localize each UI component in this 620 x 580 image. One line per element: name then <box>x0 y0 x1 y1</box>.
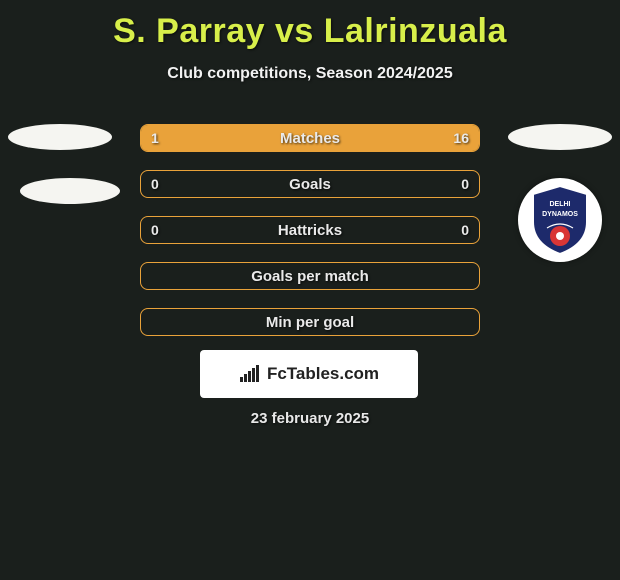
page-subtitle: Club competitions, Season 2024/2025 <box>0 65 620 83</box>
stat-label: Min per goal <box>141 309 479 335</box>
right-badge-2-crest: DELHI DYNAMOS <box>518 178 602 262</box>
stat-row-goals-per-match: Goals per match <box>140 262 480 290</box>
stat-label: Hattricks <box>141 217 479 243</box>
comparison-rows: 1 Matches 16 0 Goals 0 0 Hattricks 0 Goa… <box>140 124 480 354</box>
stat-value-right: 0 <box>461 171 469 197</box>
stat-value-right: 16 <box>453 125 469 151</box>
stat-label: Goals per match <box>141 263 479 289</box>
brand-box: FcTables.com <box>200 350 418 398</box>
stat-row-matches: 1 Matches 16 <box>140 124 480 152</box>
stat-row-hattricks: 0 Hattricks 0 <box>140 216 480 244</box>
club-crest-icon: DELHI DYNAMOS <box>529 184 591 256</box>
stat-row-goals: 0 Goals 0 <box>140 170 480 198</box>
date-text: 23 february 2025 <box>0 410 620 427</box>
svg-text:DELHI: DELHI <box>550 201 571 208</box>
page-title: S. Parray vs Lalrinzuala <box>0 0 620 51</box>
right-badge-1 <box>508 124 612 150</box>
stat-value-right: 0 <box>461 217 469 243</box>
left-badge-2 <box>20 178 120 204</box>
stat-label: Goals <box>141 171 479 197</box>
left-badge-1 <box>8 124 112 150</box>
stat-label: Matches <box>141 125 479 151</box>
brand-bars-icon <box>239 365 261 383</box>
stat-row-min-per-goal: Min per goal <box>140 308 480 336</box>
svg-text:DYNAMOS: DYNAMOS <box>542 211 578 218</box>
brand-text: FcTables.com <box>267 364 379 384</box>
